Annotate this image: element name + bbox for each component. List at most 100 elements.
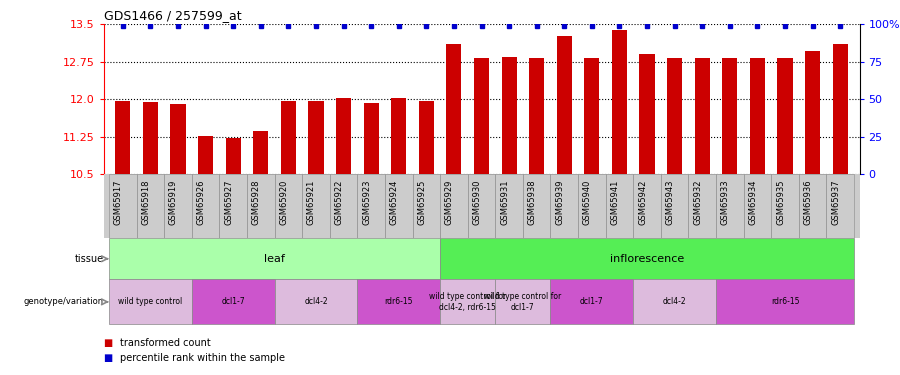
- Bar: [412, 174, 440, 238]
- Text: GSM65931: GSM65931: [500, 180, 509, 225]
- Text: dcl4-2: dcl4-2: [304, 297, 328, 306]
- Text: GSM65934: GSM65934: [749, 180, 758, 225]
- Bar: [364, 104, 379, 174]
- Text: GSM65936: GSM65936: [804, 180, 813, 225]
- Bar: [392, 98, 406, 174]
- Bar: [440, 279, 495, 324]
- Text: dcl4-2: dcl4-2: [662, 297, 687, 306]
- Text: GSM65930: GSM65930: [472, 180, 482, 225]
- Bar: [198, 136, 213, 174]
- Text: GSM65937: GSM65937: [832, 180, 841, 225]
- Bar: [164, 174, 192, 238]
- Bar: [529, 58, 544, 174]
- Text: wild type control for
dcl1-7: wild type control for dcl1-7: [484, 292, 562, 312]
- Bar: [192, 279, 274, 324]
- Text: GSM65924: GSM65924: [390, 180, 399, 225]
- Text: percentile rank within the sample: percentile rank within the sample: [120, 353, 284, 363]
- Bar: [274, 279, 357, 324]
- Bar: [716, 279, 854, 324]
- Bar: [143, 102, 158, 174]
- Bar: [329, 174, 357, 238]
- Text: wild type control for
dcl4-2, rdr6-15: wild type control for dcl4-2, rdr6-15: [429, 292, 507, 312]
- Text: ■: ■: [104, 353, 112, 363]
- Text: GSM65918: GSM65918: [141, 180, 150, 225]
- Bar: [109, 279, 192, 324]
- Bar: [192, 174, 220, 238]
- Text: GSM65925: GSM65925: [418, 180, 427, 225]
- Text: GSM65938: GSM65938: [527, 180, 536, 225]
- Text: GSM65940: GSM65940: [583, 180, 592, 225]
- Bar: [109, 238, 440, 279]
- Text: inflorescence: inflorescence: [610, 254, 684, 264]
- Bar: [115, 101, 130, 174]
- Bar: [495, 174, 523, 238]
- Bar: [170, 104, 185, 174]
- Bar: [336, 98, 351, 174]
- Bar: [716, 174, 743, 238]
- Text: GSM65932: GSM65932: [693, 180, 702, 225]
- Text: GSM65921: GSM65921: [307, 180, 316, 225]
- Bar: [606, 174, 634, 238]
- Bar: [440, 238, 854, 279]
- Bar: [523, 174, 551, 238]
- Text: GSM65942: GSM65942: [638, 180, 647, 225]
- Bar: [385, 174, 412, 238]
- Bar: [557, 36, 572, 174]
- Bar: [309, 101, 323, 174]
- Bar: [226, 138, 241, 174]
- Bar: [634, 279, 716, 324]
- Bar: [418, 101, 434, 174]
- Bar: [640, 54, 654, 174]
- Bar: [551, 279, 634, 324]
- Bar: [551, 174, 578, 238]
- Text: GSM65933: GSM65933: [721, 180, 730, 225]
- Bar: [667, 58, 682, 174]
- Text: wild type control: wild type control: [118, 297, 183, 306]
- Bar: [722, 58, 737, 174]
- Text: GSM65922: GSM65922: [335, 180, 344, 225]
- Text: ■: ■: [104, 338, 112, 348]
- Text: leaf: leaf: [264, 254, 285, 264]
- Bar: [743, 174, 771, 238]
- Bar: [281, 101, 296, 174]
- Text: rdr6-15: rdr6-15: [770, 297, 799, 306]
- Bar: [805, 51, 820, 174]
- Bar: [468, 174, 495, 238]
- Text: GSM65917: GSM65917: [113, 180, 122, 225]
- Text: GSM65939: GSM65939: [555, 180, 564, 225]
- Bar: [578, 174, 606, 238]
- Bar: [357, 174, 385, 238]
- Bar: [440, 174, 468, 238]
- Text: GSM65919: GSM65919: [169, 180, 178, 225]
- Bar: [832, 44, 848, 174]
- Text: rdr6-15: rdr6-15: [384, 297, 413, 306]
- Bar: [661, 174, 688, 238]
- Text: GDS1466 / 257599_at: GDS1466 / 257599_at: [104, 9, 241, 22]
- Bar: [695, 58, 710, 174]
- Text: transformed count: transformed count: [120, 338, 211, 348]
- Bar: [750, 58, 765, 174]
- Bar: [495, 279, 551, 324]
- Bar: [137, 174, 164, 238]
- Text: GSM65923: GSM65923: [362, 180, 371, 225]
- Bar: [612, 30, 627, 174]
- Text: genotype/variation: genotype/variation: [24, 297, 104, 306]
- Bar: [634, 174, 661, 238]
- Text: dcl1-7: dcl1-7: [221, 297, 245, 306]
- Text: tissue: tissue: [75, 254, 104, 264]
- Text: GSM65926: GSM65926: [196, 180, 205, 225]
- Bar: [274, 174, 302, 238]
- Bar: [253, 131, 268, 174]
- Bar: [474, 58, 489, 174]
- Text: GSM65928: GSM65928: [252, 180, 261, 225]
- Text: GSM65941: GSM65941: [610, 180, 619, 225]
- Bar: [357, 279, 440, 324]
- Text: GSM65943: GSM65943: [666, 180, 675, 225]
- Bar: [584, 58, 599, 174]
- Text: GSM65929: GSM65929: [445, 180, 454, 225]
- Bar: [778, 58, 793, 174]
- Bar: [446, 44, 462, 174]
- Bar: [220, 174, 247, 238]
- Text: GSM65927: GSM65927: [224, 180, 233, 225]
- Text: dcl1-7: dcl1-7: [580, 297, 604, 306]
